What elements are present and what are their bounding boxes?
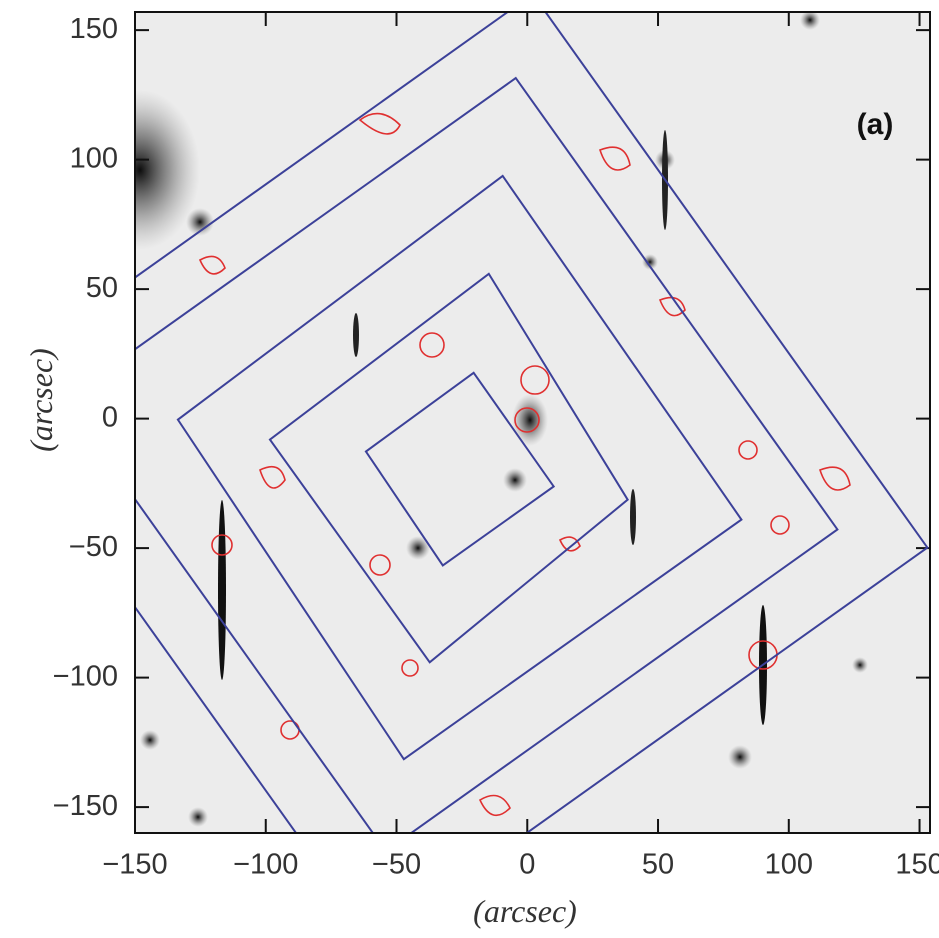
x-tick-label: 50 [642, 849, 674, 881]
x-tick-label: 0 [519, 849, 535, 881]
y-tick-label: 150 [70, 13, 118, 45]
x-axis-label: (arcsec) [473, 893, 577, 929]
x-tick-label: 100 [765, 849, 813, 881]
x-tick-label: −100 [233, 849, 298, 881]
y-axis-label: (arcsec) [23, 348, 59, 452]
y-tick-label: 0 [102, 401, 118, 433]
region-box [268, 272, 629, 664]
x-tick-label: −50 [372, 849, 421, 881]
x-tick-label: 150 [895, 849, 939, 881]
y-tick-label: 100 [70, 142, 118, 174]
sky-image [135, 12, 930, 833]
region-box [135, 76, 839, 833]
annotation: (a) [857, 108, 894, 141]
region-box [364, 371, 556, 567]
y-tick-label: −150 [53, 790, 118, 822]
plot-frame [134, 11, 931, 834]
y-tick-label: 50 [86, 272, 118, 304]
x-tick-label: −150 [102, 849, 167, 881]
y-tick-label: −50 [69, 531, 118, 563]
y-tick-label: −100 [53, 660, 118, 692]
region-box [176, 174, 743, 761]
